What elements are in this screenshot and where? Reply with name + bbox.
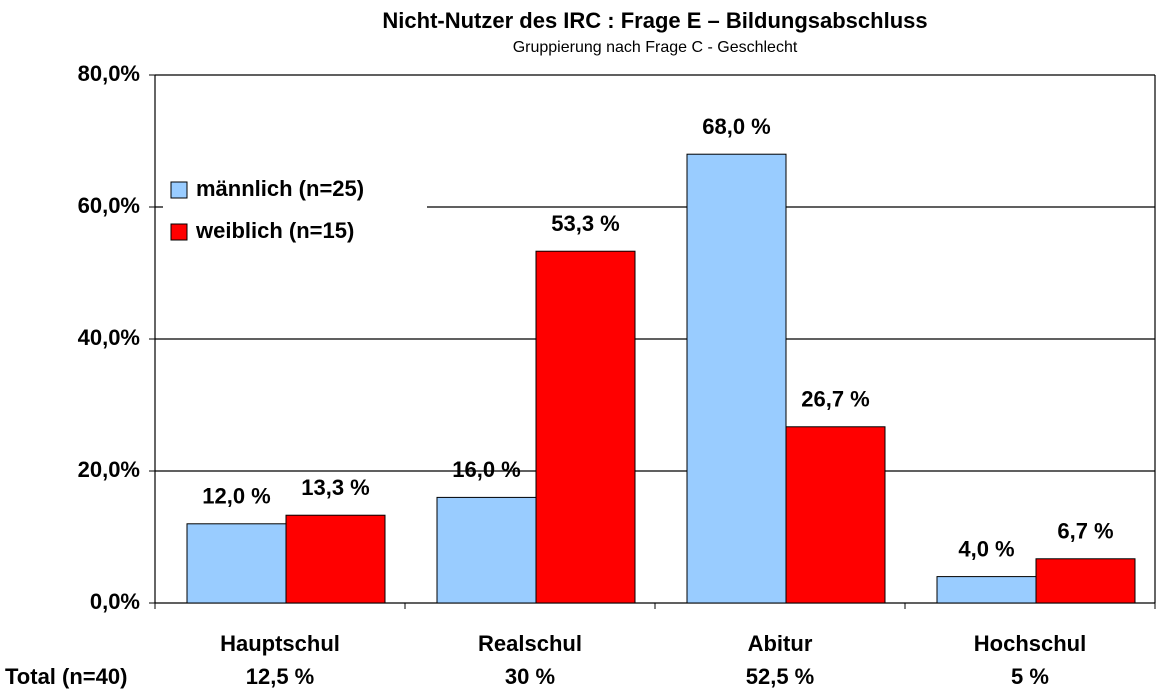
data-label: 26,7 % xyxy=(801,387,870,412)
y-tick-label: 40,0% xyxy=(78,325,140,350)
bar xyxy=(936,576,1037,604)
x-tick-label: Abitur xyxy=(748,631,813,656)
totals-label: Total (n=40) xyxy=(5,664,127,689)
bar xyxy=(785,426,886,604)
chart-subtitle: Gruppierung nach Frage C - Geschlecht xyxy=(513,39,798,56)
bar xyxy=(186,523,287,604)
y-tick-label: 0,0% xyxy=(90,589,140,614)
bar xyxy=(285,514,386,604)
total-label: 52,5 % xyxy=(746,664,815,689)
legend-swatch xyxy=(170,181,188,199)
chart-title: Nicht-Nutzer des IRC : Frage E – Bildung… xyxy=(382,8,927,33)
data-label: 4,0 % xyxy=(958,536,1014,561)
x-tick-label: Hochschul xyxy=(974,631,1086,656)
bar xyxy=(436,496,537,604)
y-tick-label: 20,0% xyxy=(78,457,140,482)
total-label: 12,5 % xyxy=(246,664,315,689)
legend-label: weiblich (n=15) xyxy=(195,218,354,243)
data-label: 53,3 % xyxy=(551,211,620,236)
total-label: 30 % xyxy=(505,664,555,689)
bar xyxy=(535,250,636,604)
data-label: 6,7 % xyxy=(1057,519,1113,544)
y-tick-label: 60,0% xyxy=(78,193,140,218)
data-label: 68,0 % xyxy=(702,114,771,139)
x-tick-label: Realschul xyxy=(478,631,582,656)
x-tick-label: Hauptschul xyxy=(220,631,340,656)
legend-box xyxy=(163,170,427,254)
bar xyxy=(1035,558,1136,604)
total-label: 5 % xyxy=(1011,664,1049,689)
data-label: 12,0 % xyxy=(202,484,271,509)
data-label: 16,0 % xyxy=(452,457,521,482)
legend-swatch xyxy=(170,223,188,241)
data-label: 13,3 % xyxy=(301,475,370,500)
bar xyxy=(686,153,787,604)
legend-label: männlich (n=25) xyxy=(196,176,364,201)
y-tick-label: 80,0% xyxy=(78,61,140,86)
